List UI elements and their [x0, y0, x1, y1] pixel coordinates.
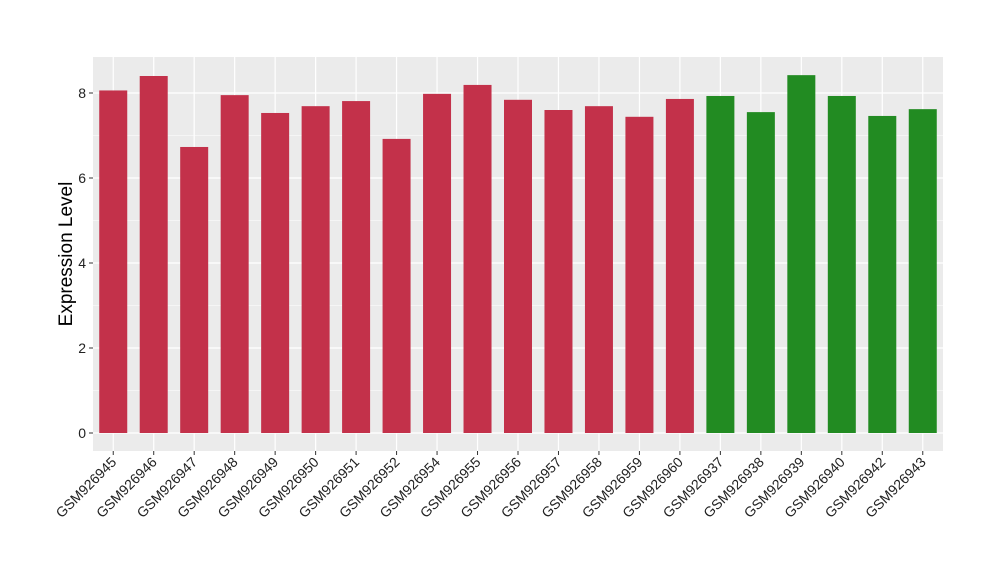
bar-GSM926948 — [220, 95, 249, 433]
bar-GSM926958 — [584, 106, 613, 434]
y-tick-label: 6 — [78, 170, 86, 186]
bar-GSM926947 — [180, 146, 209, 433]
bar-GSM926956 — [504, 99, 532, 434]
bar-GSM926955 — [463, 84, 492, 434]
bar-GSM926960 — [665, 98, 694, 433]
bar-GSM926952 — [382, 138, 411, 433]
bar-GSM926954 — [423, 93, 452, 433]
bar-GSM926938 — [746, 112, 775, 433]
bar-GSM926939 — [787, 75, 816, 434]
y-tick-label: 2 — [78, 340, 86, 356]
bar-GSM926942 — [868, 115, 897, 433]
x-axis: GSM926945GSM926946GSM926947GSM926948GSM9… — [52, 451, 929, 521]
bar-GSM926951 — [342, 101, 371, 433]
bars — [99, 75, 937, 434]
bar-GSM926943 — [908, 109, 937, 434]
bar-GSM926946 — [139, 76, 168, 433]
bar-GSM926937 — [706, 95, 735, 433]
y-tick-label: 8 — [78, 85, 86, 101]
bar-GSM926940 — [827, 95, 856, 433]
bar-GSM926959 — [625, 116, 654, 434]
bar-GSM926957 — [544, 110, 573, 433]
bar-GSM926949 — [261, 112, 290, 433]
y-axis: 0 2 4 6 8 — [78, 85, 93, 441]
bar-GSM926945 — [99, 90, 128, 433]
bar-GSM926950 — [301, 106, 330, 434]
y-tick-label: 4 — [78, 255, 86, 271]
y-tick-label: 0 — [78, 425, 86, 441]
y-axis-label: Expression Level — [56, 182, 77, 327]
